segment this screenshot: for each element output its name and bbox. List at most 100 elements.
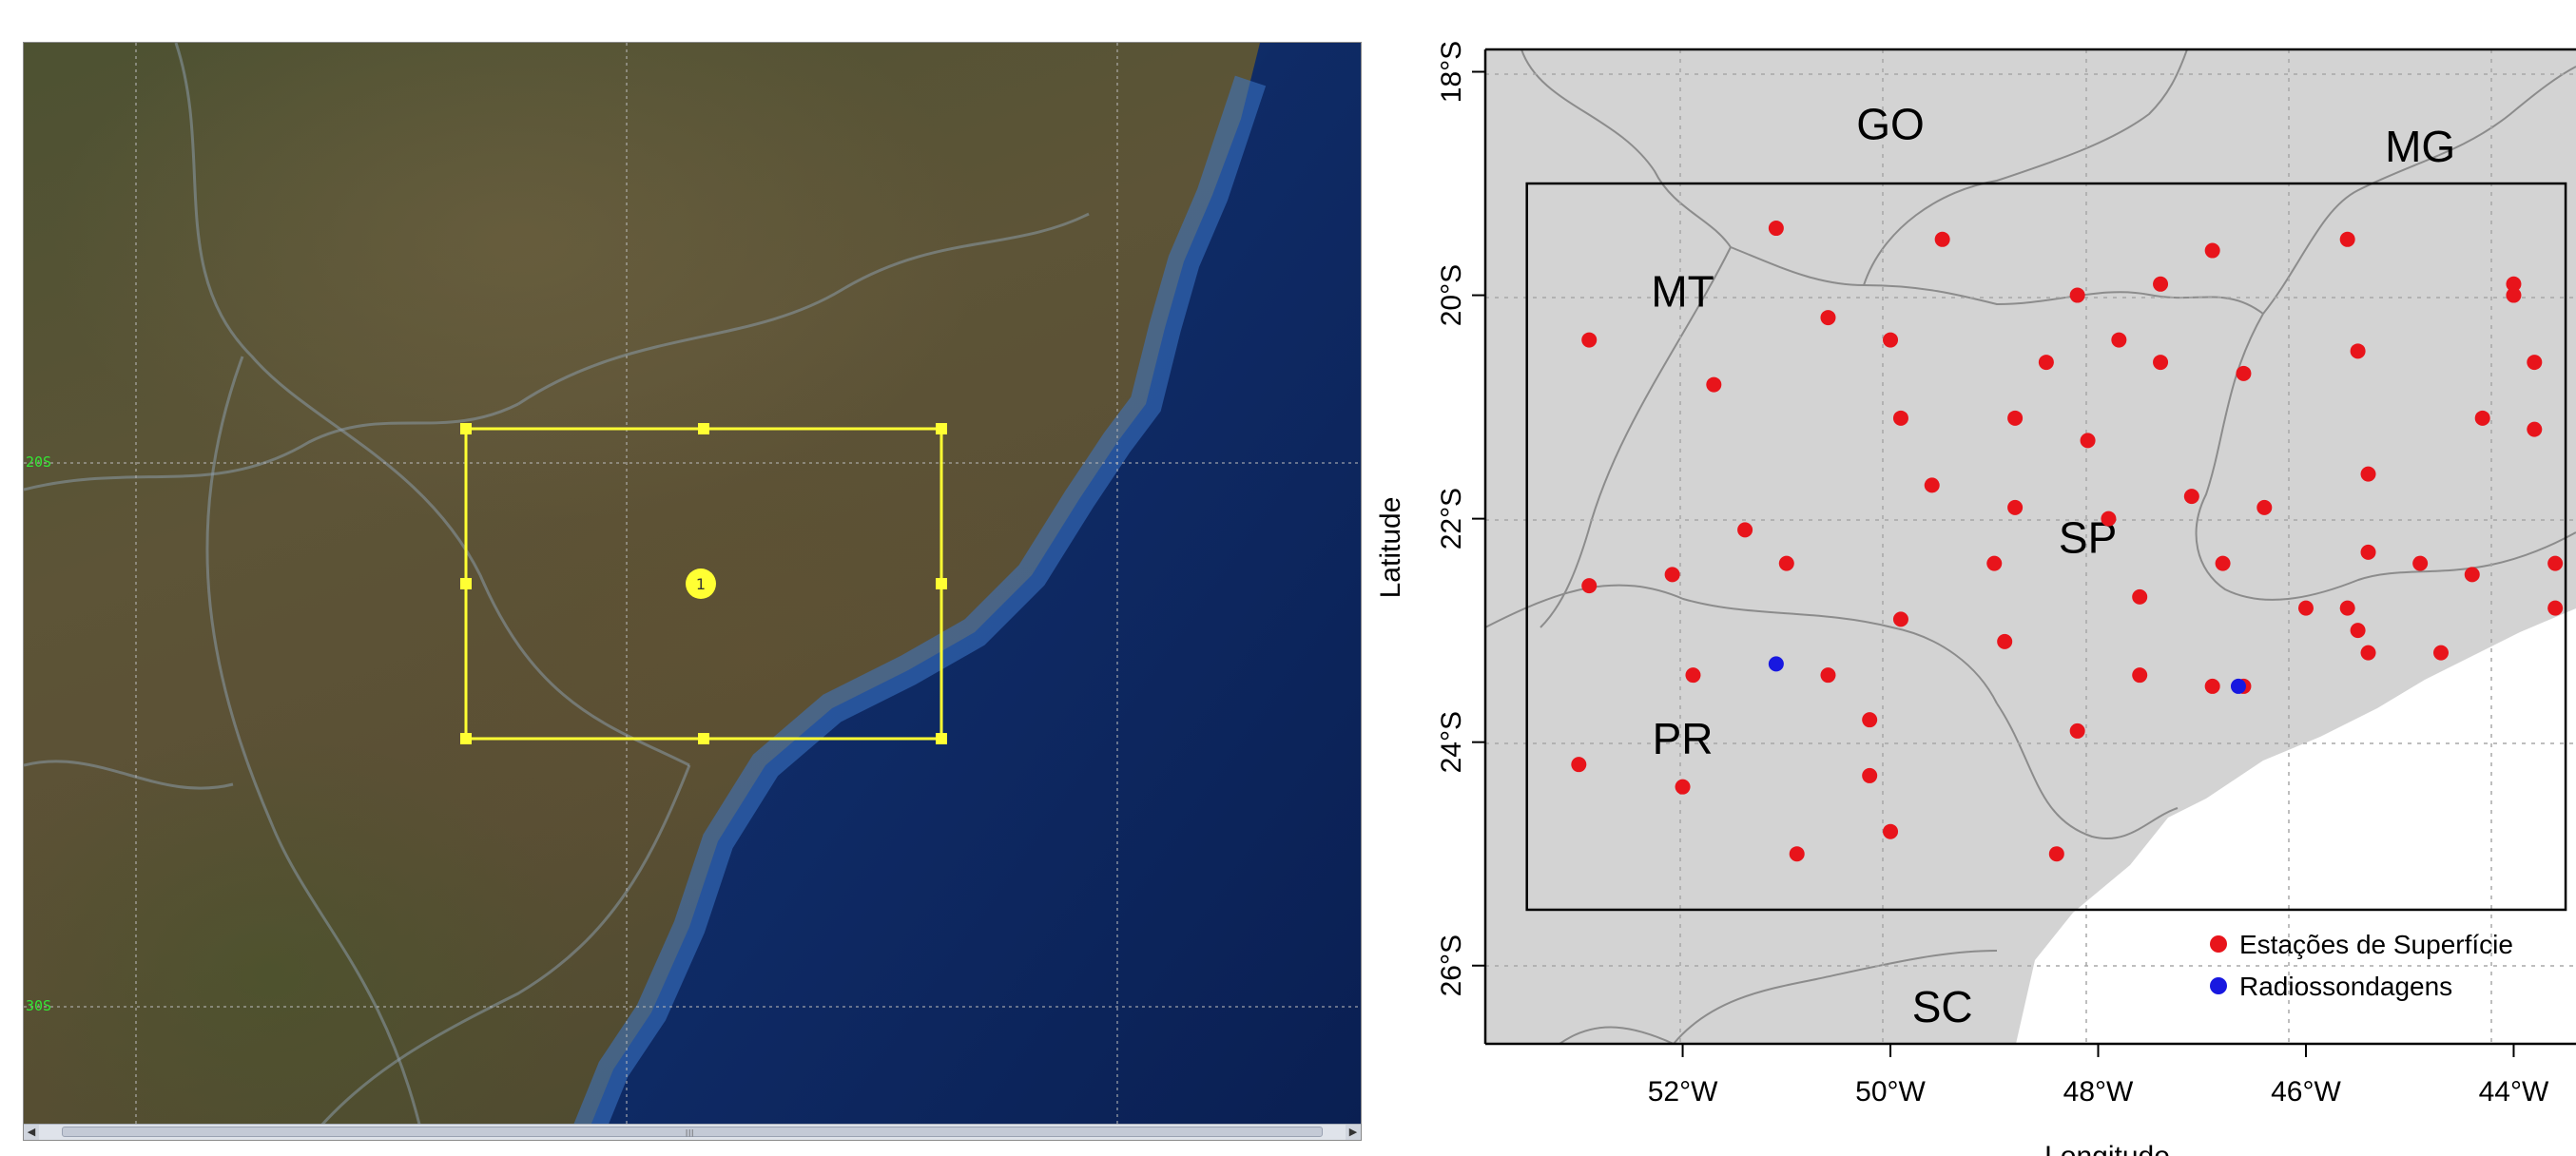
resize-handle-top-right[interactable] — [936, 423, 947, 434]
domain-box — [1525, 182, 2567, 912]
surface-station-point — [2256, 499, 2273, 515]
legend-marker-surface — [2210, 935, 2227, 953]
state-label-mt: MT — [1651, 267, 1714, 317]
surface-station-point — [2412, 555, 2429, 571]
surface-station-point — [2506, 276, 2522, 292]
surface-station-point — [1862, 767, 1878, 783]
surface-station-point — [2132, 588, 2148, 605]
coastal-shelf — [570, 75, 1267, 1140]
scroll-right-arrow-icon[interactable]: ▶ — [1346, 1125, 1361, 1140]
surface-station-point — [2007, 499, 2024, 515]
surface-station-point — [2432, 645, 2449, 661]
scrollbar-thumb[interactable]: ||| — [62, 1127, 1323, 1137]
resize-handle-bottom-left[interactable] — [460, 733, 472, 744]
satellite-image: 1 — [24, 43, 1361, 1140]
horizontal-scrollbar[interactable]: ◀ ||| ▶ — [24, 1124, 1361, 1140]
surface-station-point — [2038, 355, 2054, 371]
surface-station-point — [2236, 365, 2252, 381]
surface-station-point — [2350, 623, 2366, 639]
state-label-sc: SC — [1912, 982, 1973, 1031]
y-tick-label: 22°S — [1436, 488, 1467, 549]
resize-handle-middle-left[interactable] — [460, 578, 472, 589]
surface-station-point — [2297, 600, 2314, 616]
grip-icon: ||| — [686, 1128, 695, 1137]
surface-station-point — [2153, 276, 2169, 292]
y-tick-label: 18°S — [1436, 41, 1467, 103]
satellite-domain-view[interactable]: 1 20S 30S ◀ ||| ▶ — [23, 42, 1362, 1141]
surface-station-point — [2080, 433, 2096, 449]
surface-station-point — [1675, 779, 1691, 795]
resize-handle-middle-right[interactable] — [936, 578, 947, 589]
surface-station-point — [1581, 578, 1598, 594]
surface-station-point — [1706, 376, 1722, 393]
surface-station-point — [2101, 511, 2117, 527]
resize-handle-top-left[interactable] — [460, 423, 472, 434]
surface-station-point — [2069, 287, 2085, 303]
surface-station-point — [1685, 667, 1701, 684]
state-label-go: GO — [1856, 99, 1925, 148]
y-tick-label: 20°S — [1436, 264, 1467, 326]
surface-station-point — [1892, 611, 1908, 627]
surface-station-point — [2547, 555, 2564, 571]
surface-station-point — [2153, 355, 2169, 371]
surface-station-point — [1664, 567, 1680, 583]
surface-station-point — [2506, 287, 2522, 303]
surface-station-point — [2204, 678, 2220, 694]
surface-station-point — [1571, 757, 1587, 773]
map-graticule — [1485, 49, 2576, 1044]
surface-station-point — [1820, 310, 1836, 326]
resize-handle-bottom-middle[interactable] — [698, 733, 709, 744]
surface-station-point — [2474, 410, 2490, 426]
surface-station-point — [1883, 332, 1899, 348]
lat-label-30s: 30S — [26, 997, 52, 1014]
surface-station-point — [2069, 722, 2085, 739]
surface-station-point — [2360, 645, 2376, 661]
surface-station-point — [2360, 466, 2376, 482]
surface-station-point — [1986, 555, 2003, 571]
surface-station-point — [1892, 410, 1908, 426]
domain-rectangle[interactable]: 1 — [460, 423, 947, 744]
surface-station-point — [2339, 600, 2355, 616]
surface-station-point — [1862, 712, 1878, 728]
x-tick-label: 48°W — [2063, 1076, 2134, 1108]
domain-number-label: 1 — [696, 575, 706, 593]
surface-station-point — [2048, 846, 2064, 862]
surface-station-point — [2132, 667, 2148, 684]
surface-station-point — [2350, 343, 2366, 359]
legend-label-radiosonde: Radiossondagens — [2239, 972, 2452, 1001]
domain-center-marker[interactable] — [686, 568, 716, 599]
state-label-pr: PR — [1653, 714, 1714, 763]
scroll-left-arrow-icon[interactable]: ◀ — [24, 1125, 39, 1140]
resize-handle-top-middle[interactable] — [698, 423, 709, 434]
surface-station-point — [2527, 355, 2543, 371]
plot-frame — [1483, 48, 2576, 1046]
x-tick-label: 44°W — [2479, 1076, 2549, 1108]
surface-station-point — [2215, 555, 2231, 571]
legend: Estações de Superfície Radiossondagens — [2210, 930, 2513, 1001]
surface-station-point — [1883, 823, 1899, 839]
y-tick-label: 24°S — [1436, 711, 1467, 773]
surface-station-point — [2360, 544, 2376, 560]
legend-marker-radiosonde — [2210, 977, 2227, 994]
surface-station-point — [2339, 231, 2355, 247]
y-tick-label: 26°S — [1436, 934, 1467, 996]
lat-label-20s: 20S — [26, 453, 52, 471]
surface-station-point — [2527, 421, 2543, 437]
ocean-area — [2016, 608, 2576, 1044]
radiosonde-point — [1768, 656, 1784, 672]
satellite-graticule — [24, 43, 1361, 1140]
surface-station-point — [1737, 522, 1753, 538]
surface-station-point — [2007, 410, 2024, 426]
resize-handle-bottom-right[interactable] — [936, 733, 947, 744]
surface-station-point — [2183, 489, 2199, 505]
surface-station-point — [1997, 633, 2013, 649]
surface-station-point — [2204, 242, 2220, 259]
state-label-mg: MG — [2385, 122, 2455, 171]
surface-station-point — [1934, 231, 1950, 247]
x-tick-label: 46°W — [2271, 1076, 2341, 1108]
x-axis-title: Longitude — [2044, 1141, 2170, 1156]
state-borders — [24, 43, 1090, 1140]
surface-station-point — [1789, 846, 1805, 862]
surface-station-point — [1924, 477, 1940, 493]
